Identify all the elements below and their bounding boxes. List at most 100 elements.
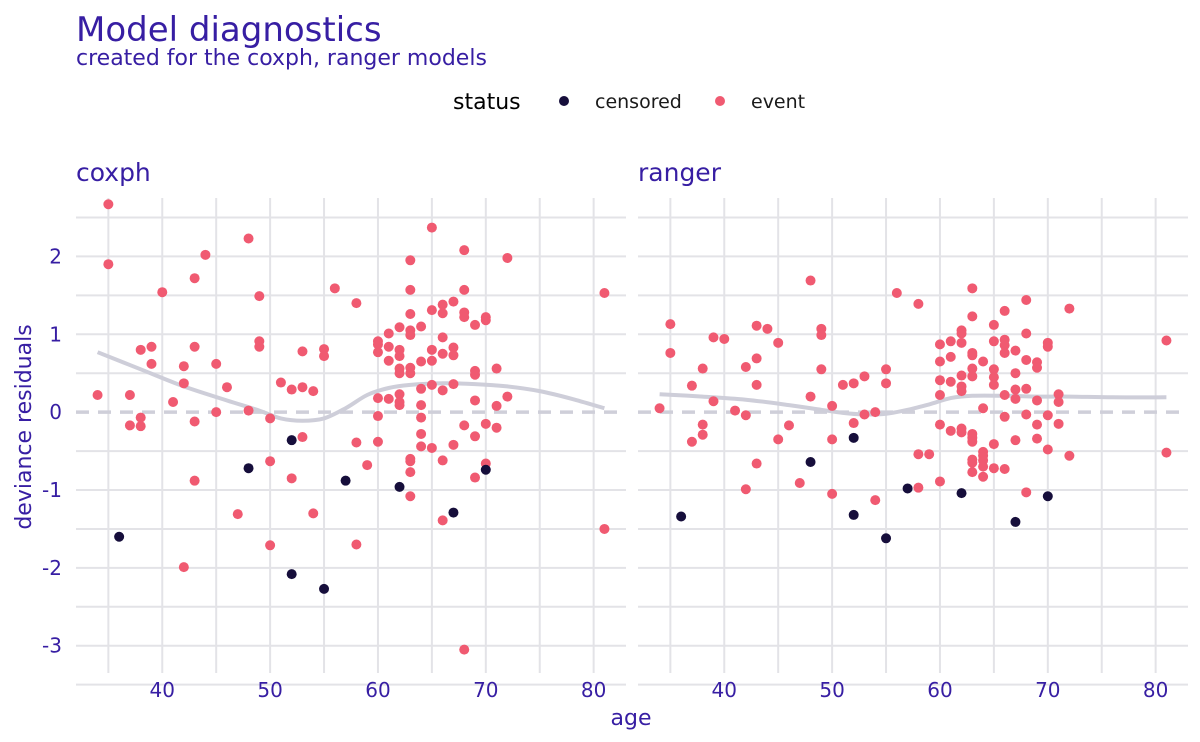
event-point [913,298,924,309]
event-point [372,436,383,447]
event-point [870,495,881,506]
x-axis-title: age [611,706,652,731]
event-point [697,429,708,440]
legend-censored-dot [559,96,569,106]
event-point [740,410,751,421]
event-point [470,319,481,330]
legend-event-dot [715,96,725,106]
x-axis-ticks: 40 50 60 70 80 40 50 60 70 80 [150,678,1169,702]
event-point [254,291,265,302]
event-point [945,336,956,347]
event-point [491,363,502,374]
event-point [448,342,459,353]
event-point [1042,341,1053,352]
event-point [599,523,610,534]
event-point [232,509,243,520]
censored-point [286,569,297,580]
censored-point [956,488,967,499]
event-point [351,298,362,309]
event-point [437,385,448,396]
event-point [416,383,427,394]
event-point [988,319,999,330]
x-tick-label: 60 [927,678,952,702]
event-point [686,436,697,447]
event-point [891,288,902,298]
event-point [157,287,168,298]
event-point [848,378,859,389]
event-point [999,390,1010,401]
event-point [297,432,308,443]
event-point [135,412,146,423]
event-point [978,403,989,414]
event-point [103,259,114,270]
event-point [459,644,470,655]
event-point [383,393,394,404]
y-axis-title: deviance residuals [12,324,37,529]
event-point [221,382,232,393]
event-point [103,199,114,210]
event-point [697,363,708,374]
event-point [426,305,437,316]
event-point [945,425,956,436]
event-point [1032,395,1043,406]
legend-event-label: event [751,91,805,113]
event-point [308,386,319,397]
event-point [1021,354,1032,365]
event-point [967,457,978,468]
y-tick-label: -3 [42,634,62,658]
event-point [275,377,286,388]
event-point [686,380,697,391]
event-point [480,315,491,326]
event-point [383,328,394,339]
chart-title: Model diagnostics [76,10,382,50]
event-point [988,372,999,383]
event-point [362,460,373,471]
censored-point [848,509,859,520]
event-point [491,400,502,411]
event-point [934,390,945,401]
event-point [308,508,319,519]
event-point [967,436,978,447]
event-point [329,283,340,294]
event-point [394,351,405,362]
x-tick-label: 50 [257,678,282,702]
event-point [967,311,978,322]
event-point [740,484,751,495]
y-tick-label: 1 [49,322,62,346]
event-point [426,442,437,453]
event-point [967,467,978,478]
event-point [372,393,383,404]
smooth-curve-coxph [96,350,605,423]
event-point [999,305,1010,316]
event-point [178,562,189,573]
event-point [773,434,784,445]
censored-point [448,507,459,518]
event-point [459,284,470,295]
event-point [426,355,437,366]
event-point [934,419,945,430]
event-point [665,319,676,330]
event-point [751,320,762,331]
event-point [751,458,762,469]
event-point [459,312,470,323]
event-point [92,390,103,401]
event-point [297,346,308,357]
event-point [827,400,838,411]
censored-point [805,456,816,467]
y-tick-label: 0 [49,400,62,424]
event-point [1021,409,1032,420]
event-point [751,353,762,364]
event-point [394,400,405,411]
event-point [200,249,211,260]
event-point [870,407,881,418]
facet-title-coxph: coxph [76,158,151,187]
event-point [426,379,437,390]
event-point [827,434,838,445]
event-point [426,344,437,355]
x-tick-label: 80 [581,678,606,702]
event-point [470,472,481,483]
event-point [1161,335,1172,346]
x-tick-label: 70 [1035,678,1060,702]
x-tick-label: 80 [1143,678,1168,702]
event-point [1042,410,1053,421]
